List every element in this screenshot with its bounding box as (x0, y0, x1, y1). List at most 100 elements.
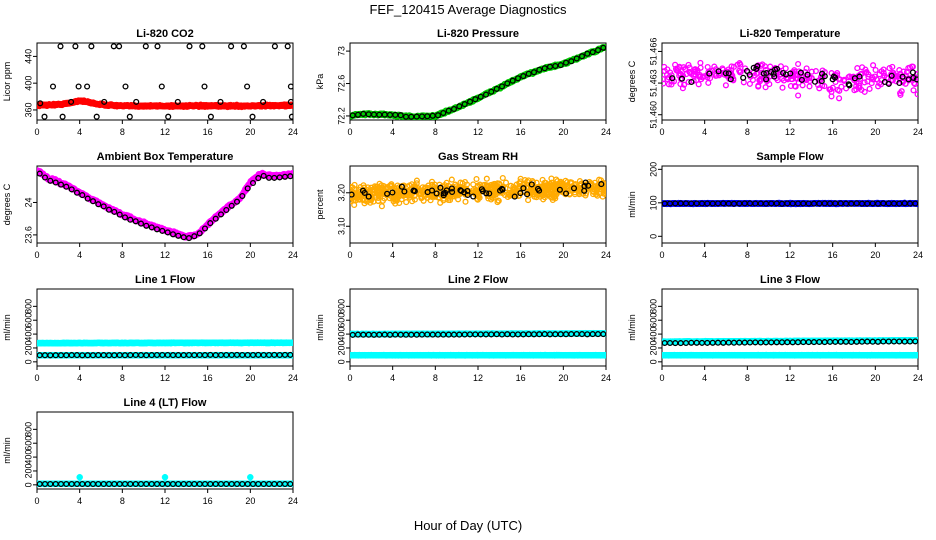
x-tick-label: 0 (34, 373, 39, 383)
y-tick-label: 800 (336, 299, 346, 314)
x-tick-label: 4 (702, 127, 707, 137)
x-tick-label: 4 (390, 373, 395, 383)
data-point (52, 179, 59, 186)
data-point (854, 65, 861, 72)
data-point (541, 179, 548, 186)
x-tick-label: 8 (120, 127, 125, 137)
y-tick-label: 800 (23, 299, 33, 314)
x-tick-label: 12 (473, 373, 483, 383)
data-point (378, 203, 385, 210)
data-point (589, 49, 596, 56)
data-point (845, 74, 852, 81)
y-tick-label: 24 (23, 197, 33, 207)
plot-marks (37, 43, 293, 120)
data-point (812, 68, 819, 75)
data-point (568, 179, 575, 186)
data-point (133, 98, 140, 105)
data-point (545, 189, 552, 196)
panel-title: Li-820 CO2 (136, 28, 193, 40)
plot-marks (662, 199, 918, 208)
data-point (37, 100, 44, 107)
data-point (768, 68, 775, 76)
data-point (568, 58, 575, 65)
data-point (728, 63, 735, 70)
data-point (143, 222, 150, 229)
data-point (400, 189, 407, 196)
data-point (386, 195, 393, 202)
data-point (126, 113, 133, 120)
data-point (524, 191, 531, 198)
data-point (914, 91, 918, 98)
panel-title: Gas Stream RH (438, 151, 518, 163)
data-point (244, 83, 251, 90)
data-point (495, 197, 502, 204)
x-tick-label: 0 (347, 250, 352, 260)
data-point (557, 62, 564, 69)
x-tick-label: 12 (473, 127, 483, 137)
data-point (798, 76, 805, 83)
data-point (570, 185, 578, 192)
data-point (473, 175, 480, 183)
x-tick-label: 8 (433, 127, 438, 137)
data-point (116, 211, 123, 218)
data-point (472, 96, 479, 103)
data-point (101, 98, 108, 105)
data-point (498, 83, 506, 90)
data-point (132, 218, 139, 225)
data-point (350, 191, 355, 198)
plot-marks (662, 59, 918, 102)
data-point (57, 43, 64, 50)
data-point (422, 184, 429, 191)
data-point (594, 47, 602, 54)
data-point (704, 63, 711, 71)
data-point (758, 62, 765, 69)
data-point (63, 183, 70, 190)
data-point (386, 182, 393, 189)
y-tick-label: 51.466 (648, 38, 658, 66)
data-point (517, 190, 524, 197)
data-point (201, 225, 209, 232)
data-point (551, 189, 558, 197)
data-point (737, 61, 744, 68)
data-point (289, 339, 293, 346)
data-point (260, 172, 267, 179)
x-tick-label: 4 (390, 127, 395, 137)
data-point (762, 84, 769, 91)
data-point (885, 80, 892, 87)
data-point (912, 200, 918, 207)
data-point (148, 224, 155, 231)
plot-marks (350, 43, 606, 120)
series-2 (669, 63, 918, 89)
data-point (514, 75, 522, 82)
x-tick-label: 20 (558, 373, 568, 383)
data-point (489, 195, 496, 202)
data-point (532, 186, 539, 193)
data-point (540, 196, 547, 203)
data-point (449, 188, 456, 196)
data-point (760, 70, 767, 77)
data-point (536, 66, 543, 73)
data-point (287, 83, 293, 90)
data-point (782, 71, 790, 78)
data-point (159, 227, 166, 234)
data-point (406, 194, 413, 201)
data-point (841, 77, 848, 84)
x-tick-label: 8 (120, 373, 125, 383)
data-point (464, 191, 471, 199)
data-point (863, 69, 870, 77)
data-point (808, 74, 815, 82)
data-point (497, 187, 504, 194)
data-point (586, 178, 593, 185)
data-point (697, 64, 704, 71)
y-axis-label: kPa (315, 74, 325, 90)
data-point (504, 80, 511, 87)
y-tick-label: 51.460 (648, 101, 658, 129)
data-point (397, 112, 404, 119)
x-tick-label: 20 (870, 127, 880, 137)
data-point (734, 61, 741, 68)
